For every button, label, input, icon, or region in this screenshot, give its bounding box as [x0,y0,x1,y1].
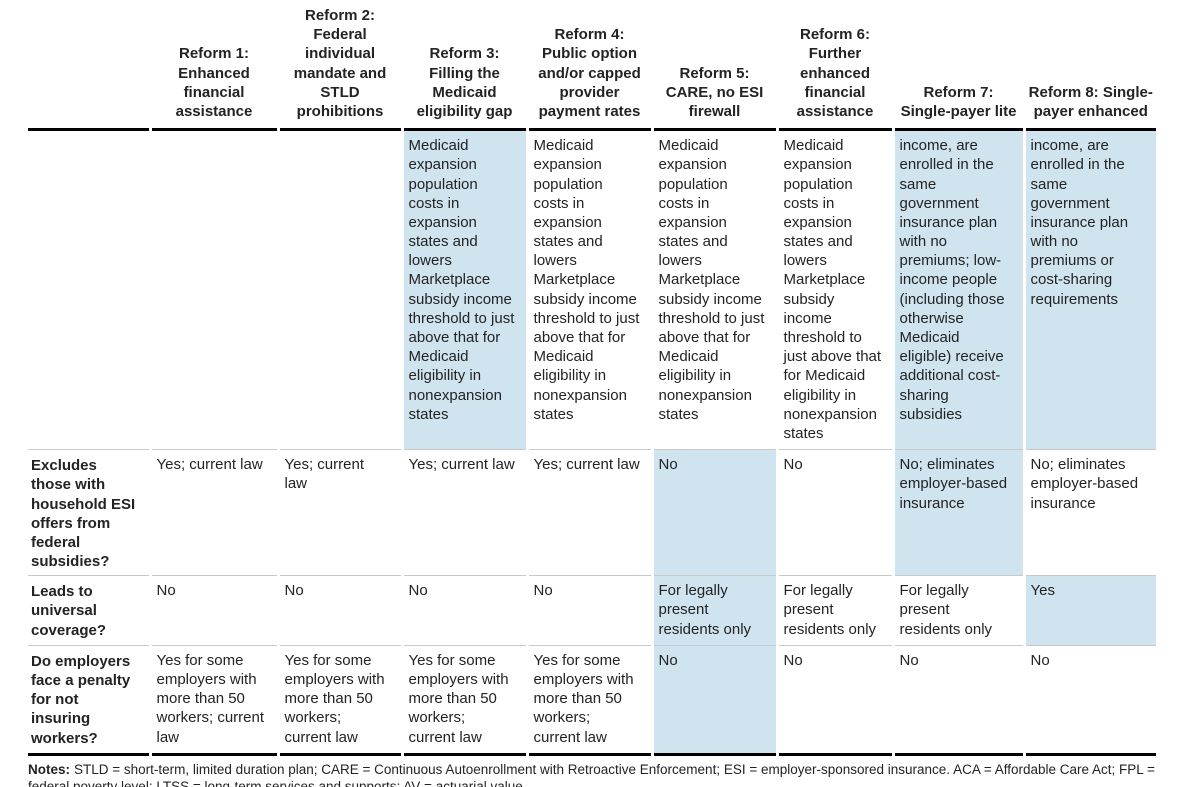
cell-r1: Yes; current law [148,449,278,576]
cell-r5: No [650,449,777,576]
col-header-reform-4: Reform 4: Public option and/or capped pr… [525,2,652,130]
cell-r7: No [891,645,1024,755]
cell-r2: Yes for some employers with more than 50… [276,645,402,755]
cell-r2 [276,129,402,450]
row-label-esi-exclusion: Excludes those with household ESI offers… [31,457,136,571]
cell-r6: No [775,449,893,576]
col-header-reform-7: Reform 7: Single-payer lite [891,2,1024,130]
col-header-reform-1: Reform 1: Enhanced financial assistance [148,2,278,130]
col-header-reform-2: Reform 2: Federal individual mandate and… [276,2,402,130]
cell-r6: No [775,645,893,755]
cell-r8: income, are enrolled in the same governm… [1022,129,1156,450]
row-label-universal-coverage: Leads to universal coverage? [31,583,107,639]
header-row: Reform 1: Enhanced financial assistance … [28,2,1156,130]
cell-r5: No [650,645,777,755]
cell-r1: Yes for some employers with more than 50… [148,645,278,755]
row-label-employer-penalty: Do employers face a penalty for not insu… [31,652,131,747]
table-row-medicaid-expansion: Medicaid expansion population costs in e… [28,129,1156,450]
cell-r5: Medicaid expansion population costs in e… [650,129,777,450]
cell-r3: Medicaid expansion population costs in e… [400,129,527,450]
cell-r2: Yes; current law [276,449,402,576]
table-row-employer-penalty: Do employers face a penalty for not insu… [28,645,1156,755]
col-header-reform-5: Reform 5: CARE, no ESI firewall [650,2,777,130]
cell-r7: No; eliminates employer-based insurance [891,449,1024,576]
notes-label: Notes: [28,761,71,777]
cell-r3: No [400,575,527,646]
cell-r1 [148,129,278,450]
corner-cell [28,2,150,130]
notes-abbreviations-text: STLD = short-term, limited duration plan… [28,761,1155,787]
cell-r7: For legally present residents only [891,575,1024,646]
table-row-universal-coverage: Leads to universal coverage? No No No No… [28,575,1156,646]
cell-r6: Medicaid expansion population costs in e… [775,129,893,450]
cell-r2: No [276,575,402,646]
cell-r6: For legally present residents only [775,575,893,646]
table-row-esi-exclusion: Excludes those with household ESI offers… [28,449,1156,576]
cell-r4: Medicaid expansion population costs in e… [525,129,652,450]
cell-r4: Yes for some employers with more than 50… [525,645,652,755]
col-header-reform-3: Reform 3: Filling the Medicaid eligibili… [400,2,527,130]
cell-r1: No [148,575,278,646]
cell-r5: For legally present residents only [650,575,777,646]
cell-r7: income, are enrolled in the same governm… [891,129,1024,450]
cell-r3: Yes; current law [400,449,527,576]
reform-comparison-table: Reform 1: Enhanced financial assistance … [28,2,1156,756]
row-label-continued [28,130,150,450]
cell-r4: No [525,575,652,646]
cell-r4: Yes; current law [525,449,652,576]
cell-r3: Yes for some employers with more than 50… [400,645,527,755]
cell-r8: Yes [1022,575,1156,646]
cell-r8: No [1022,645,1156,755]
cell-r8: No; eliminates employer-based insurance [1022,449,1156,576]
table-notes: Notes: STLD = short-term, limited duratio… [28,761,1168,787]
col-header-reform-6: Reform 6: Further enhanced financial ass… [775,2,893,130]
notes-abbreviations: Notes: STLD = short-term, limited duratio… [28,761,1168,787]
col-header-reform-8: Reform 8: Single-payer enhanced [1022,2,1156,130]
